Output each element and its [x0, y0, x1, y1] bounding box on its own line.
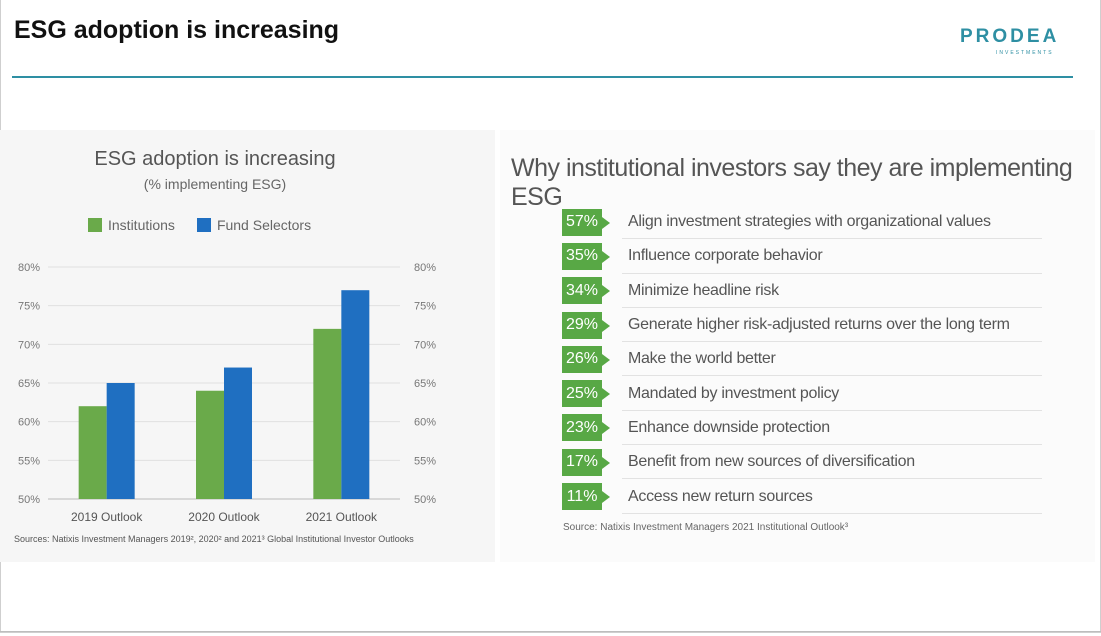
bar-fund-selectors: [106, 383, 135, 499]
reason-text: Enhance downside protection: [628, 418, 830, 436]
bar-fund-selectors: [224, 367, 252, 499]
right-source-note: Source: Natixis Investment Managers 2021…: [563, 522, 849, 533]
chart-legend: Institutions Fund Selectors: [88, 217, 311, 233]
y-tick-label-right: 80%: [414, 262, 436, 274]
legend-swatch-institutions: [88, 218, 102, 232]
reason-row: 23% Enhance downside protection: [562, 411, 1042, 446]
reason-row: 26% Make the world better: [562, 342, 1042, 377]
reason-row: 11% Access new return sources: [562, 479, 1042, 514]
chart-subtitle: (% implementing ESG): [143, 176, 287, 192]
chart-title: ESG adoption is increasing: [94, 148, 336, 170]
reason-row: 35% Influence corporate behavior: [562, 239, 1042, 274]
reason-row: 17% Benefit from new sources of diversif…: [562, 445, 1042, 480]
reasons-list: 57% Align investment strategies with org…: [562, 205, 1042, 514]
y-tick-label-left: 60%: [18, 417, 40, 429]
y-tick-label-left: 50%: [18, 494, 40, 506]
left-source-note: Sources: Natixis Investment Managers 201…: [14, 534, 414, 544]
bar-institutions: [196, 390, 224, 499]
y-tick-label-right: 70%: [414, 339, 436, 351]
reason-percent-badge: 57%: [562, 208, 610, 236]
y-tick-label-left: 55%: [18, 455, 40, 467]
legend-label-institutions: Institutions: [108, 217, 175, 233]
bar-fund-selectors: [341, 290, 370, 499]
reason-text: Make the world better: [628, 350, 776, 368]
bar-institutions: [78, 406, 107, 499]
y-tick-label-right: 75%: [414, 301, 436, 313]
reasons-title: Why institutional investors say they are…: [511, 154, 1073, 211]
header-divider: [12, 76, 1073, 78]
y-tick-label-right: 65%: [414, 378, 436, 390]
reason-percent-badge: 17%: [562, 448, 610, 476]
reason-percent-badge: 11%: [562, 483, 610, 511]
legend-swatch-fund-selectors: [196, 218, 211, 232]
y-tick-label-right: 50%: [414, 494, 436, 506]
reason-row: 57% Align investment strategies with org…: [562, 205, 1042, 240]
legend-label-fund-selectors: Fund Selectors: [216, 217, 312, 233]
y-tick-label-left: 70%: [18, 339, 40, 351]
reason-text: Mandated by investment policy: [628, 384, 839, 402]
reason-percent-badge: 29%: [562, 311, 610, 339]
reason-text: Generate higher risk-adjusted returns ov…: [628, 316, 1010, 334]
logo-wordmark: PRODEA: [960, 26, 1060, 47]
x-tick-label: 2020 Outlook: [188, 510, 260, 524]
slide-title: ESG adoption is increasing: [14, 16, 340, 44]
reason-text: Benefit from new sources of diversificat…: [628, 453, 915, 471]
legend-item-fund-selectors: Fund Selectors: [196, 217, 312, 233]
y-tick-label-right: 55%: [414, 455, 436, 467]
y-tick-label-right: 60%: [414, 417, 436, 429]
reason-row: 25% Mandated by investment policy: [562, 376, 1042, 412]
reason-text: Minimize headline risk: [628, 281, 779, 299]
reason-percent-badge: 34%: [562, 277, 610, 305]
y-tick-label-left: 65%: [18, 378, 40, 390]
reason-row: 34% Minimize headline risk: [562, 274, 1042, 309]
y-tick-label-left: 75%: [18, 301, 40, 313]
y-tick-label-left: 80%: [18, 262, 40, 274]
x-tick-label: 2019 Outlook: [71, 510, 143, 524]
reason-text: Access new return sources: [628, 487, 813, 505]
reason-text: Influence corporate behavior: [628, 247, 823, 265]
reason-row: 29% Generate higher risk-adjusted return…: [562, 308, 1042, 343]
x-tick-label: 2021 Outlook: [306, 510, 378, 524]
prodea-logo: PRODEA INVESTMENTS: [960, 20, 1072, 58]
legend-item-institutions: Institutions: [88, 217, 175, 233]
bar-institutions: [313, 328, 342, 499]
reason-percent-badge: 35%: [562, 242, 610, 270]
reason-percent-badge: 23%: [562, 414, 610, 442]
bar-chart: 50% 50% 55% 55% 60% 60% 65% 65% 70% 70% 75% 75% 80% 8…: [18, 262, 436, 524]
reason-text: Align investment strategies with organiz…: [628, 213, 991, 231]
bottom-border: [0, 631, 1101, 632]
reason-percent-badge: 25%: [562, 380, 610, 408]
reason-percent-badge: 26%: [562, 345, 610, 373]
logo-subtext: INVESTMENTS: [996, 50, 1054, 56]
